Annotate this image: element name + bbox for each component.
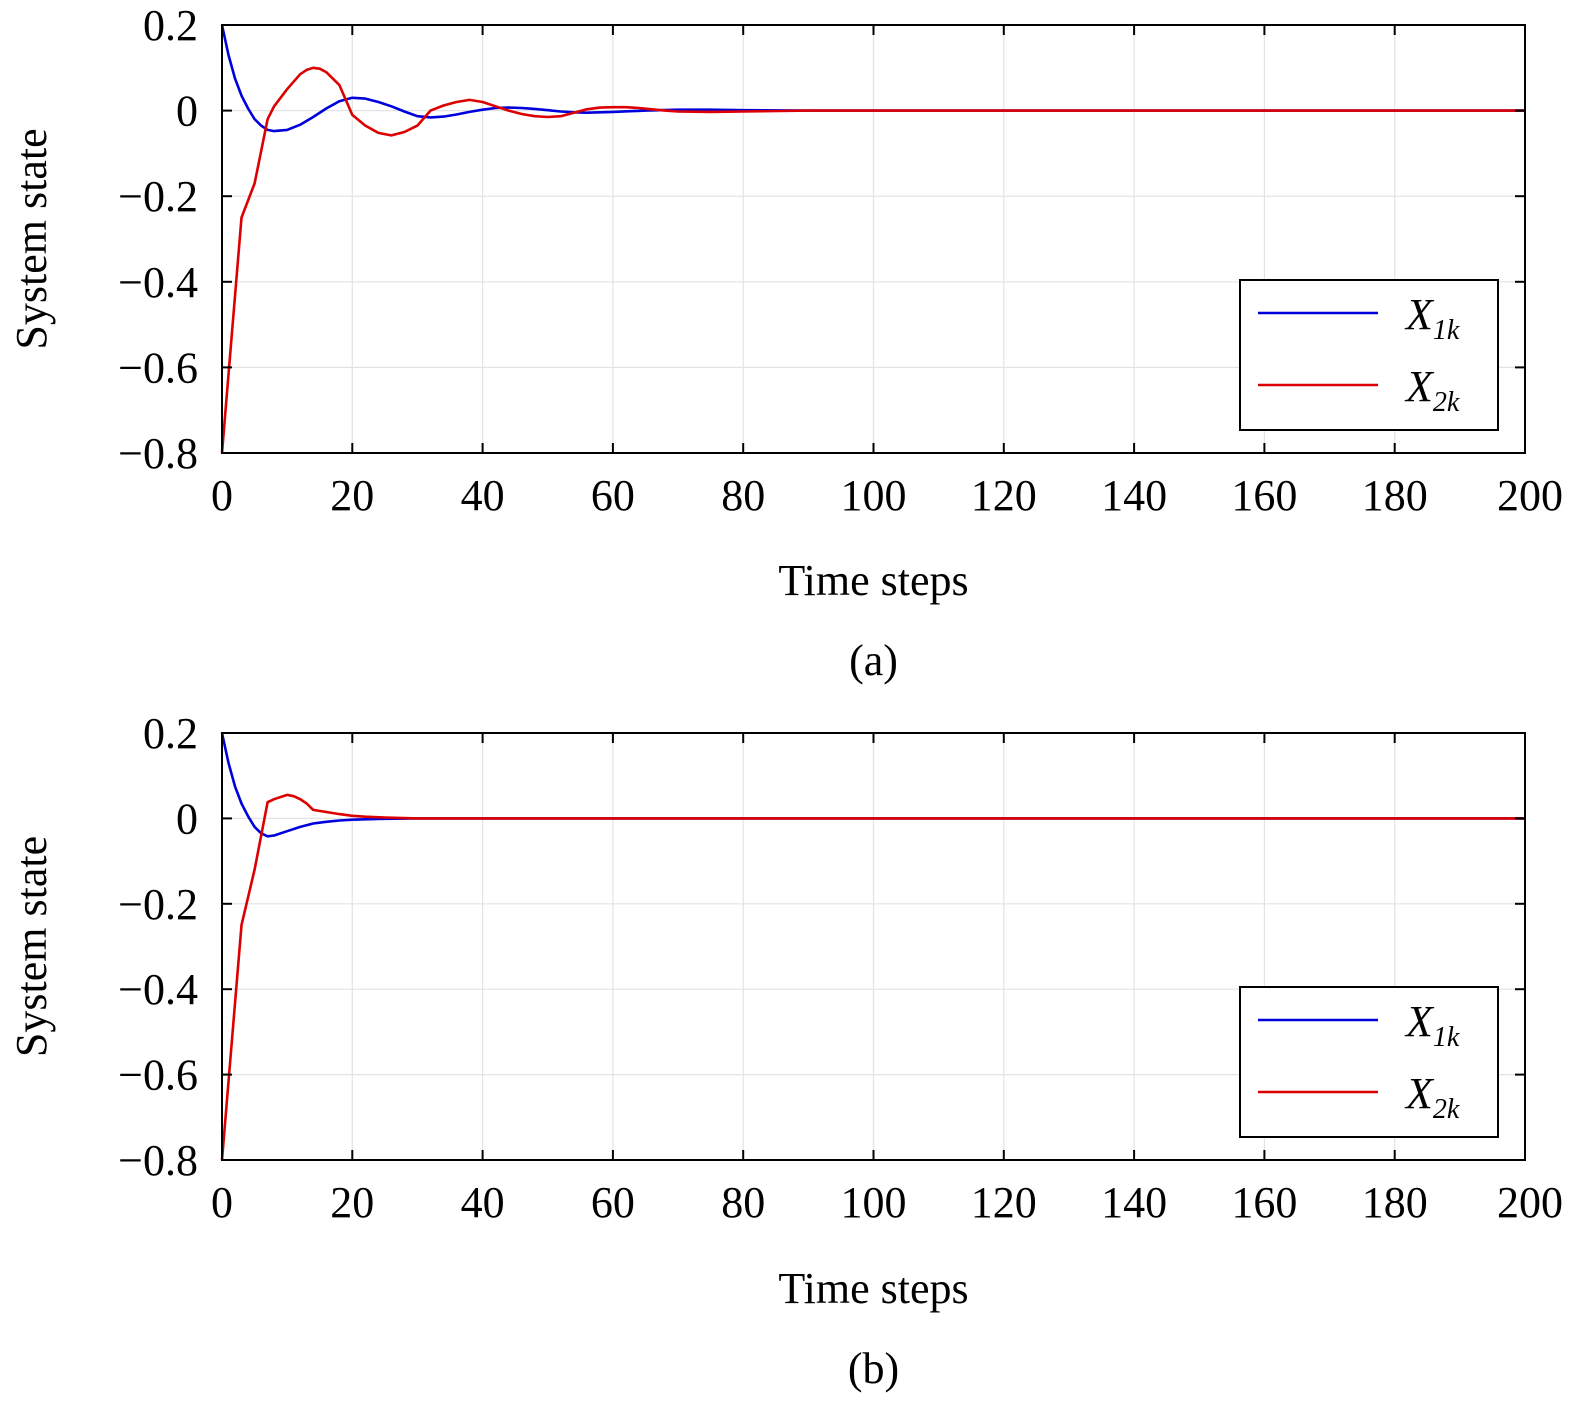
panel-caption: (b) bbox=[848, 1344, 899, 1393]
legend-label-x2k: X2k bbox=[1404, 1069, 1460, 1125]
x-tick-label: 200 bbox=[1497, 471, 1563, 520]
legend-label-main: X bbox=[1404, 362, 1435, 411]
x-tick-label: 20 bbox=[330, 1178, 374, 1227]
legend-label-x1k: X1k bbox=[1404, 290, 1460, 346]
x-tick-label: 40 bbox=[461, 471, 505, 520]
series-line-x1k bbox=[220, 732, 1525, 838]
x-tick-label: 0 bbox=[211, 1178, 233, 1227]
x-tick-label: 120 bbox=[971, 1178, 1037, 1227]
x-tick-label: 40 bbox=[461, 1178, 505, 1227]
legend-label-subscript: 1k bbox=[1433, 315, 1460, 346]
y-tick-label: −0.2 bbox=[118, 172, 198, 221]
y-axis-title: System state bbox=[7, 128, 56, 349]
x-tick-label: 100 bbox=[841, 471, 907, 520]
x-tick-label: 200 bbox=[1497, 1178, 1563, 1227]
legend-label-main: X bbox=[1404, 290, 1435, 339]
x-tick-label: 120 bbox=[971, 471, 1037, 520]
y-tick-label: 0 bbox=[176, 794, 198, 843]
ticks bbox=[221, 732, 1526, 1161]
legend-box bbox=[1239, 279, 1499, 431]
x-tick-label: 160 bbox=[1231, 1178, 1297, 1227]
x-tick-label: 180 bbox=[1362, 1178, 1428, 1227]
ticks bbox=[221, 24, 1526, 454]
x-tick-label: 100 bbox=[841, 1178, 907, 1227]
y-tick-label: 0.2 bbox=[143, 709, 198, 758]
x-tick-label: 0 bbox=[211, 471, 233, 520]
legend-label-main: X bbox=[1404, 1069, 1435, 1118]
y-axis-title: System state bbox=[7, 836, 56, 1057]
x-axis-title: Time steps bbox=[778, 556, 968, 605]
x-tick-label: 60 bbox=[591, 1178, 635, 1227]
chart-panel-b: 0 20 40 60 80 100 120 140 160 180 200 0.2 0 −0.2 −0.4 −… bbox=[7, 709, 1563, 1393]
legend-label-x1k: X1k bbox=[1404, 997, 1460, 1053]
legend-box bbox=[1239, 986, 1499, 1138]
panel-caption: (a) bbox=[849, 636, 898, 685]
x-tick-label: 140 bbox=[1101, 1178, 1167, 1227]
x-tick-label: 80 bbox=[721, 1178, 765, 1227]
y-tick-label: −0.4 bbox=[118, 258, 198, 307]
y-tick-label: −0.6 bbox=[118, 343, 198, 392]
legend-label-subscript: 1k bbox=[1433, 1022, 1460, 1053]
legend-label-main: X bbox=[1404, 997, 1435, 1046]
y-tick-label: −0.8 bbox=[118, 429, 198, 478]
legend-label-x2k: X2k bbox=[1404, 362, 1460, 418]
series-line-x2k bbox=[220, 793, 1525, 1161]
y-tick-label: −0.8 bbox=[118, 1136, 198, 1185]
legend-label-subscript: 2k bbox=[1433, 387, 1460, 418]
x-tick-label: 80 bbox=[721, 471, 765, 520]
y-tick-label: −0.6 bbox=[118, 1051, 198, 1100]
legend-label-subscript: 2k bbox=[1433, 1094, 1460, 1125]
x-tick-label: 140 bbox=[1101, 471, 1167, 520]
x-tick-label: 160 bbox=[1231, 471, 1297, 520]
y-tick-label: −0.4 bbox=[118, 965, 198, 1014]
x-tick-label: 180 bbox=[1362, 471, 1428, 520]
series-line-x2k bbox=[220, 66, 1525, 454]
x-tick-label: 60 bbox=[591, 471, 635, 520]
y-tick-label: −0.2 bbox=[118, 880, 198, 929]
chart-panel-a: 0 20 40 60 80 100 120 140 160 180 200 0.2 0 −0.2 −0.4 −… bbox=[7, 1, 1563, 685]
y-tick-label: 0 bbox=[176, 87, 198, 136]
x-axis-title: Time steps bbox=[778, 1264, 968, 1313]
y-tick-label: 0.2 bbox=[143, 1, 198, 50]
x-tick-label: 20 bbox=[330, 471, 374, 520]
